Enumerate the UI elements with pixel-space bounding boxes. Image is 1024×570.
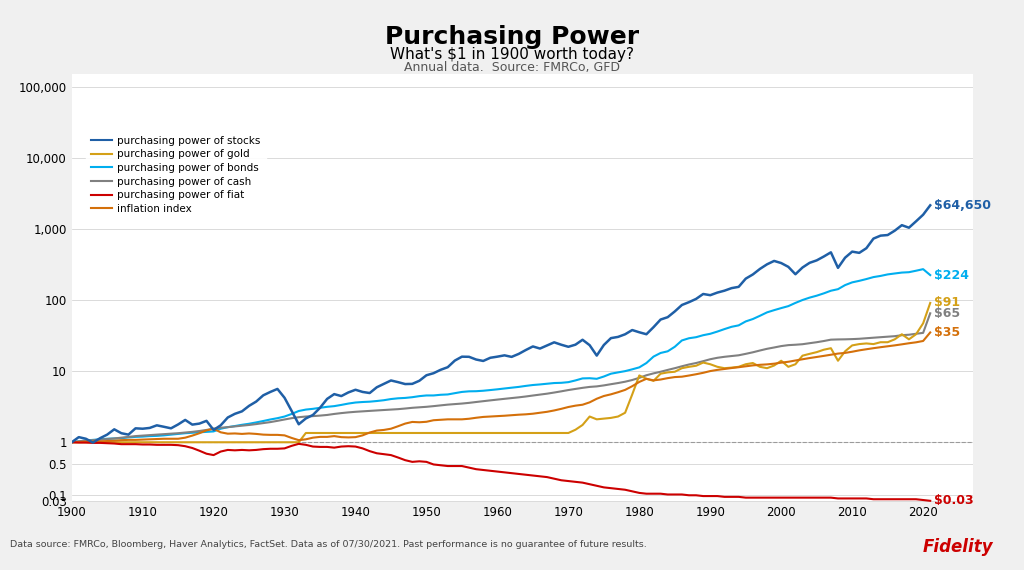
Line: purchasing power of bonds: purchasing power of bonds <box>72 269 930 442</box>
purchasing power of stocks <box>349 386 361 393</box>
Text: Purchasing Power: Purchasing Power <box>385 25 639 49</box>
inflation index <box>342 434 354 441</box>
purchasing power of bonds <box>860 276 872 283</box>
purchasing power of cash <box>860 335 872 341</box>
inflation index <box>924 329 936 336</box>
purchasing power of fiat <box>534 473 546 480</box>
purchasing power of cash <box>342 409 354 416</box>
purchasing power of bonds <box>534 381 546 388</box>
Text: $0.03: $0.03 <box>934 494 974 507</box>
Text: Data source: FMRCo, Bloomberg, Haver Analytics, FactSet. Data as of 07/30/2021. : Data source: FMRCo, Bloomberg, Haver Ana… <box>10 540 647 549</box>
Text: $35: $35 <box>934 326 959 339</box>
purchasing power of cash <box>612 380 625 386</box>
Text: $91: $91 <box>934 296 959 310</box>
purchasing power of fiat <box>66 439 78 446</box>
purchasing power of bonds <box>612 369 625 376</box>
purchasing power of bonds <box>264 416 276 423</box>
purchasing power of stocks <box>618 331 631 337</box>
Line: purchasing power of stocks: purchasing power of stocks <box>72 205 930 442</box>
purchasing power of gold <box>264 439 276 446</box>
purchasing power of bonds <box>342 400 354 407</box>
inflation index <box>896 341 908 348</box>
Legend: purchasing power of stocks, purchasing power of gold, purchasing power of bonds,: purchasing power of stocks, purchasing p… <box>86 131 266 219</box>
purchasing power of gold <box>534 430 546 437</box>
purchasing power of stocks <box>271 385 284 392</box>
Text: Fidelity: Fidelity <box>923 538 993 556</box>
purchasing power of fiat <box>860 495 872 502</box>
Line: purchasing power of gold: purchasing power of gold <box>72 303 930 442</box>
purchasing power of bonds <box>66 439 78 446</box>
purchasing power of stocks <box>541 342 553 349</box>
purchasing power of cash <box>66 439 78 446</box>
purchasing power of stocks <box>903 224 915 231</box>
Text: $64,650: $64,650 <box>934 199 991 212</box>
purchasing power of cash <box>264 419 276 426</box>
purchasing power of gold <box>342 430 354 437</box>
purchasing power of stocks <box>66 439 78 446</box>
purchasing power of bonds <box>896 269 908 276</box>
purchasing power of gold <box>860 340 872 347</box>
purchasing power of bonds <box>916 266 929 272</box>
purchasing power of fiat <box>264 445 276 452</box>
inflation index <box>264 431 276 438</box>
purchasing power of cash <box>534 391 546 398</box>
Text: What's $1 in 1900 worth today?: What's $1 in 1900 worth today? <box>390 47 634 62</box>
inflation index <box>860 346 872 353</box>
purchasing power of gold <box>612 413 625 420</box>
purchasing power of stocks <box>924 202 936 209</box>
purchasing power of gold <box>896 331 908 337</box>
purchasing power of stocks <box>867 235 880 242</box>
Text: $65: $65 <box>934 307 959 320</box>
Line: purchasing power of cash: purchasing power of cash <box>72 314 930 442</box>
Text: $224: $224 <box>934 268 969 282</box>
Line: inflation index: inflation index <box>72 332 930 442</box>
purchasing power of cash <box>896 332 908 339</box>
purchasing power of stocks <box>87 439 99 446</box>
inflation index <box>534 409 546 416</box>
purchasing power of gold <box>66 439 78 446</box>
inflation index <box>66 439 78 446</box>
purchasing power of fiat <box>924 498 936 504</box>
purchasing power of bonds <box>924 272 936 279</box>
purchasing power of fiat <box>342 443 354 450</box>
purchasing power of cash <box>924 310 936 317</box>
purchasing power of fiat <box>612 486 625 492</box>
purchasing power of fiat <box>896 496 908 503</box>
Line: purchasing power of fiat: purchasing power of fiat <box>72 442 930 501</box>
inflation index <box>612 389 625 396</box>
purchasing power of gold <box>924 299 936 306</box>
Text: Annual data.  Source: FMRCo, GFD: Annual data. Source: FMRCo, GFD <box>404 61 620 74</box>
